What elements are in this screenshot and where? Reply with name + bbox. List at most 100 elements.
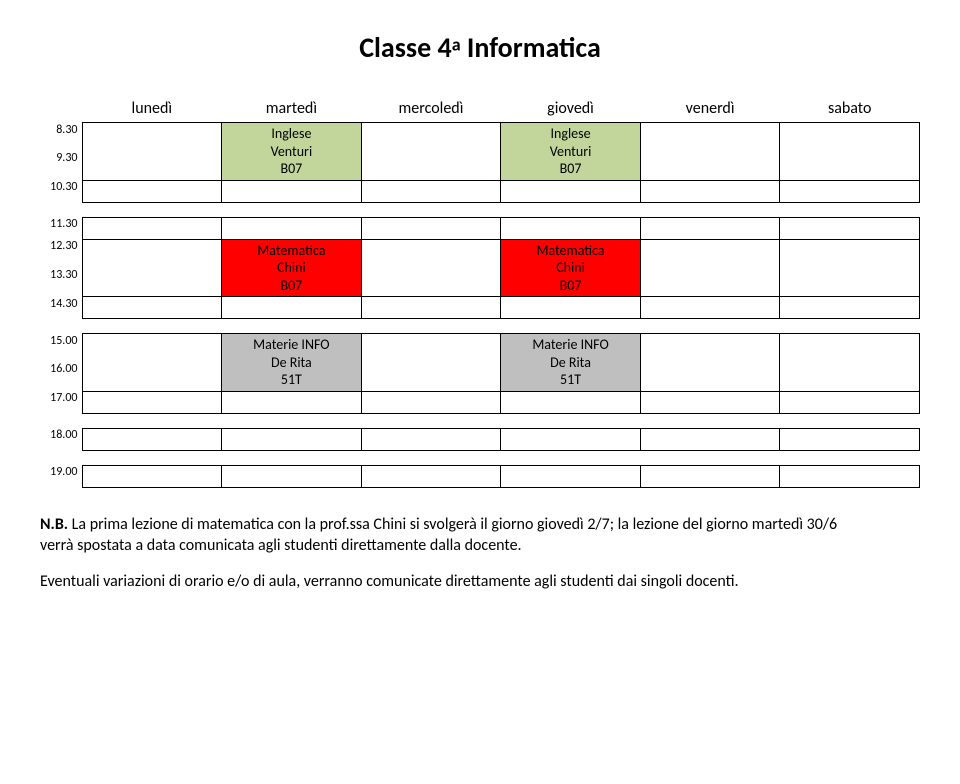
- empty-cell: [361, 465, 501, 487]
- lesson-room: B07: [280, 160, 302, 177]
- lesson-materie-info: Materie INFO De Rita 51T: [222, 334, 362, 392]
- empty-cell: [222, 297, 362, 319]
- lesson-materie-info: Materie INFO De Rita 51T: [501, 334, 641, 392]
- empty-cell: [780, 391, 920, 413]
- empty-cell: [780, 334, 920, 392]
- empty-cell: [82, 217, 222, 239]
- day-header: lunedì: [82, 95, 222, 123]
- note-paragraph-2: Eventuali variazioni di orario e/o di au…: [40, 571, 860, 593]
- empty-cell: [222, 217, 362, 239]
- day-header: martedì: [222, 95, 362, 123]
- empty-cell: [640, 180, 780, 202]
- time-label: 18.00: [40, 428, 82, 450]
- time-label: 10.30: [40, 180, 82, 202]
- empty-cell: [82, 391, 222, 413]
- empty-cell: [501, 180, 641, 202]
- lesson-room: B07: [280, 277, 302, 294]
- empty-cell: [501, 217, 641, 239]
- header-row: lunedì martedì mercoledì giovedì venerdì…: [40, 95, 920, 123]
- empty-cell: [82, 428, 222, 450]
- lesson-teacher: Chini: [556, 259, 585, 276]
- day-header: venerdì: [640, 95, 780, 123]
- empty-cell: [82, 239, 222, 297]
- lesson-subject: Matematica: [536, 242, 604, 259]
- empty-cell: [640, 428, 780, 450]
- lesson-inglese: Inglese Venturi B07: [222, 123, 362, 181]
- timetable: lunedì martedì mercoledì giovedì venerdì…: [40, 95, 920, 488]
- empty-cell: [361, 217, 501, 239]
- lesson-room: B07: [560, 160, 582, 177]
- time-label: 16.00: [40, 362, 82, 391]
- empty-cell: [640, 123, 780, 181]
- empty-cell: [640, 391, 780, 413]
- title-prefix: Classe 4: [359, 30, 451, 65]
- lesson-matematica: Matematica Chini B07: [222, 239, 362, 297]
- empty-cell: [780, 180, 920, 202]
- lesson-teacher: De Rita: [550, 354, 591, 371]
- empty-cell: [501, 465, 641, 487]
- empty-cell: [82, 123, 222, 181]
- lesson-teacher: Chini: [277, 259, 306, 276]
- empty-cell: [640, 334, 780, 392]
- empty-cell: [640, 217, 780, 239]
- notes-section: N.B. La prima lezione di matematica con …: [40, 514, 860, 593]
- time-label: 17.00: [40, 391, 82, 413]
- empty-cell: [501, 391, 641, 413]
- time-label: 9.30: [40, 151, 82, 180]
- lesson-room: 51T: [560, 371, 581, 388]
- empty-cell: [780, 123, 920, 181]
- time-label: 8.30: [40, 123, 82, 152]
- time-label: 12.30: [40, 239, 82, 268]
- nb-label: N.B.: [40, 515, 68, 534]
- lesson-inglese: Inglese Venturi B07: [501, 123, 641, 181]
- empty-cell: [640, 297, 780, 319]
- empty-cell: [780, 239, 920, 297]
- lesson-subject: Inglese: [271, 125, 311, 142]
- empty-cell: [501, 428, 641, 450]
- time-label: 15.00: [40, 334, 82, 363]
- empty-cell: [82, 180, 222, 202]
- empty-cell: [361, 180, 501, 202]
- lesson-subject: Materie INFO: [253, 336, 329, 353]
- empty-cell: [82, 297, 222, 319]
- time-label: 13.30: [40, 268, 82, 297]
- empty-cell: [780, 297, 920, 319]
- title-superscript: a: [452, 34, 461, 56]
- lesson-subject: Inglese: [550, 125, 590, 142]
- lesson-teacher: Venturi: [550, 143, 592, 160]
- lesson-room: 51T: [281, 371, 302, 388]
- empty-cell: [640, 465, 780, 487]
- empty-cell: [82, 334, 222, 392]
- empty-cell: [222, 465, 362, 487]
- time-label: 14.30: [40, 297, 82, 319]
- lesson-room: B07: [560, 277, 582, 294]
- empty-cell: [780, 428, 920, 450]
- empty-cell: [222, 428, 362, 450]
- empty-cell: [82, 465, 222, 487]
- empty-cell: [222, 180, 362, 202]
- empty-cell: [361, 297, 501, 319]
- empty-cell: [361, 239, 501, 297]
- day-header: sabato: [780, 95, 920, 123]
- empty-cell: [361, 123, 501, 181]
- day-header: mercoledì: [361, 95, 501, 123]
- lesson-subject: Materie INFO: [532, 336, 608, 353]
- empty-cell: [361, 428, 501, 450]
- lesson-matematica: Matematica Chini B07: [501, 239, 641, 297]
- day-header: giovedì: [501, 95, 641, 123]
- time-label: 19.00: [40, 465, 82, 487]
- note-text-1: La prima lezione di matematica con la pr…: [40, 515, 837, 556]
- title-suffix: Informatica: [461, 30, 601, 65]
- empty-cell: [640, 239, 780, 297]
- lesson-subject: Matematica: [257, 242, 325, 259]
- empty-cell: [361, 334, 501, 392]
- empty-cell: [501, 297, 641, 319]
- note-paragraph-1: N.B. La prima lezione di matematica con …: [40, 514, 860, 557]
- lesson-teacher: Venturi: [271, 143, 313, 160]
- lesson-teacher: De Rita: [271, 354, 312, 371]
- empty-cell: [222, 391, 362, 413]
- empty-cell: [361, 391, 501, 413]
- empty-cell: [780, 465, 920, 487]
- time-label: 11.30: [40, 217, 82, 239]
- empty-cell: [780, 217, 920, 239]
